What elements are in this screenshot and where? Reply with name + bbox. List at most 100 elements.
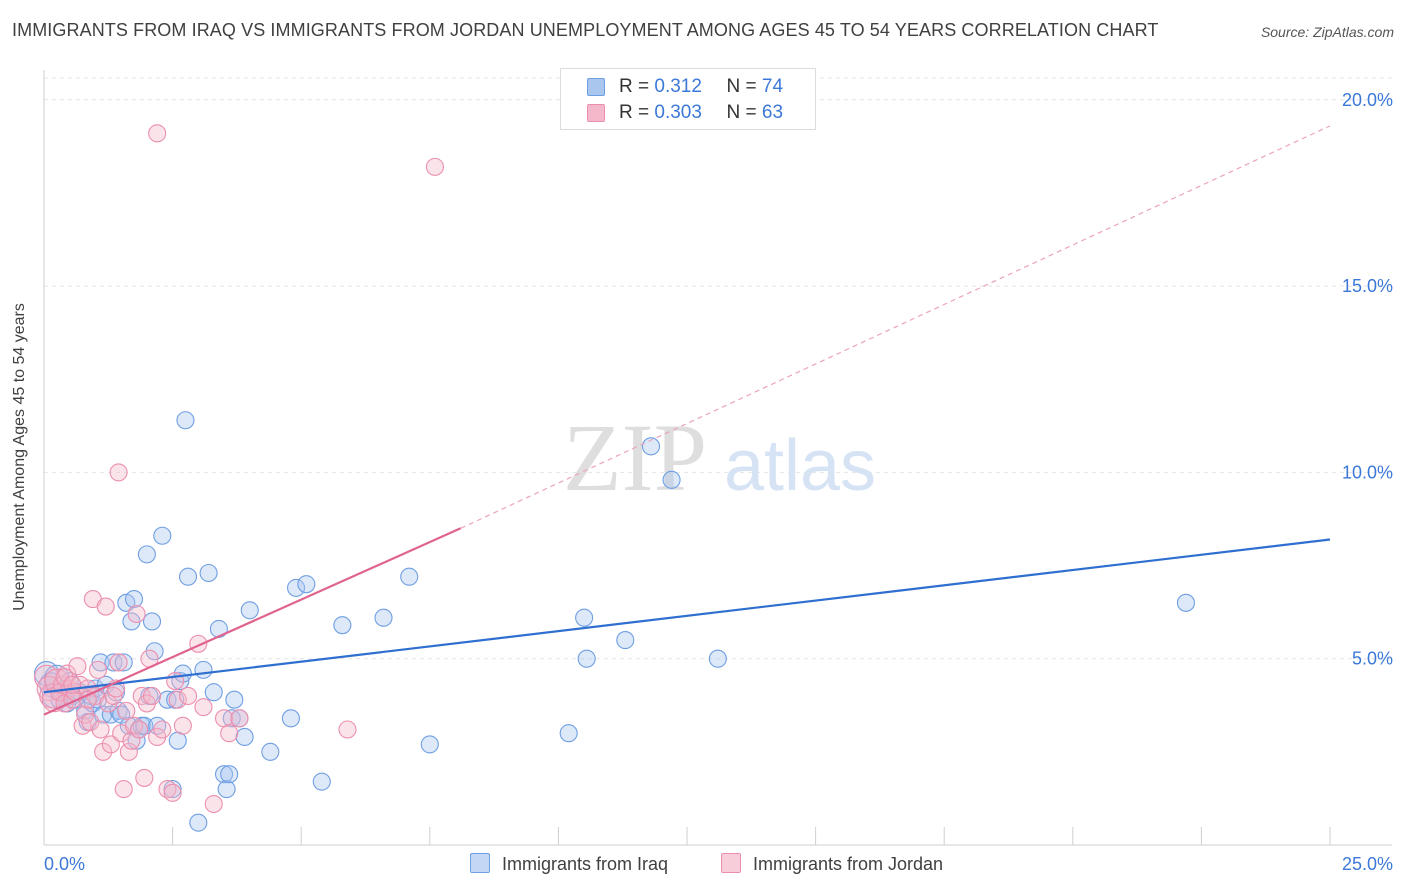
jordan-point-17[interactable] xyxy=(81,712,100,732)
jordan-point-28[interactable] xyxy=(109,653,128,672)
iraq-point-50[interactable] xyxy=(194,660,213,679)
iraq-point-54[interactable] xyxy=(214,765,234,784)
jordan-point-52[interactable] xyxy=(204,794,223,814)
jordan-trend-line xyxy=(43,527,462,716)
stats-legend: R = 0.312 N = 74 R = 0.303 N = 63 xyxy=(560,68,816,130)
iraq-point-76[interactable] xyxy=(662,470,681,489)
jordan-trend-extension xyxy=(460,125,1331,529)
iraq-point-75[interactable] xyxy=(641,437,661,456)
jordan-point-59[interactable] xyxy=(425,157,444,176)
jordan-point-48[interactable] xyxy=(173,716,192,735)
jordan-point-45[interactable] xyxy=(163,783,182,802)
jordan-point-22[interactable] xyxy=(94,742,113,761)
iraq-point-78[interactable] xyxy=(1176,593,1196,612)
iraq-point-70[interactable] xyxy=(420,735,439,754)
iraq-point-74[interactable] xyxy=(616,631,635,650)
y-tick-label-2: 15.0% xyxy=(1342,276,1393,296)
iraq-point-22[interactable] xyxy=(104,653,123,672)
iraq-point-18[interactable] xyxy=(91,653,110,672)
jordan-point-55[interactable] xyxy=(230,709,249,728)
iraq-point-72[interactable] xyxy=(575,608,594,627)
jordan-point-57[interactable] xyxy=(109,463,128,482)
trend-lines xyxy=(43,125,1331,716)
legend-iraq-swatch xyxy=(470,853,490,873)
jordan-point-20[interactable] xyxy=(88,660,108,679)
iraq-swatch xyxy=(587,78,605,96)
iraq-point-37[interactable] xyxy=(142,612,162,631)
iraq-point-69[interactable] xyxy=(400,567,419,586)
iraq-r-value: 0.312 xyxy=(654,76,702,97)
iraq-point-46[interactable] xyxy=(173,664,192,683)
jordan-point-61[interactable] xyxy=(63,675,82,694)
iraq-r-label: R = xyxy=(619,76,650,97)
jordan-point-36[interactable] xyxy=(130,720,149,739)
iraq-point-26[interactable] xyxy=(114,653,133,672)
jordan-point-32[interactable] xyxy=(119,742,138,761)
jordan-points xyxy=(34,124,444,814)
jordan-point-60[interactable] xyxy=(55,668,74,687)
iraq-point-56[interactable] xyxy=(220,765,239,784)
y-tick-label-0: 5.0% xyxy=(1352,649,1393,669)
iraq-point-51[interactable] xyxy=(199,563,218,583)
jordan-point-43[interactable] xyxy=(153,720,172,739)
jordan-point-54[interactable] xyxy=(220,724,239,743)
iraq-point-71[interactable] xyxy=(559,724,578,743)
iraq-point-28[interactable] xyxy=(119,716,138,735)
iraq-point-62[interactable] xyxy=(261,742,280,761)
iraq-point-68[interactable] xyxy=(374,608,393,627)
iraq-point-55[interactable] xyxy=(217,780,236,799)
jordan-swatch xyxy=(587,104,605,122)
jordan-point-49[interactable] xyxy=(178,686,198,706)
iraq-point-35[interactable] xyxy=(137,545,156,564)
jordan-point-21[interactable] xyxy=(91,720,110,739)
iraq-n-value: 74 xyxy=(761,76,784,97)
jordan-n-label: N = xyxy=(726,102,757,123)
iraq-point-52[interactable] xyxy=(204,683,223,702)
iraq-point-65[interactable] xyxy=(297,575,316,594)
jordan-point-12[interactable] xyxy=(68,657,87,676)
jordan-r-label: R = xyxy=(619,102,650,123)
iraq-point-67[interactable] xyxy=(333,616,352,635)
grid-lines xyxy=(44,77,1392,660)
series-legend: Immigrants from Iraq Immigrants from Jor… xyxy=(0,852,1406,878)
jordan-point-26[interactable] xyxy=(104,686,123,706)
iraq-point-61[interactable] xyxy=(240,601,259,620)
jordan-point-23[interactable] xyxy=(96,597,115,616)
iraq-point-66[interactable] xyxy=(312,772,331,791)
y-tick-label-3: 20.0% xyxy=(1342,90,1393,110)
watermark-zip: ZIP xyxy=(563,404,707,511)
tick-labels: 5.0% 10.0% 15.0% 20.0% 0.0% 25.0% xyxy=(44,90,1393,874)
iraq-point-40[interactable] xyxy=(153,526,172,545)
jordan-point-58[interactable] xyxy=(148,124,167,143)
iraq-point-77[interactable] xyxy=(708,649,727,668)
iraq-point-58[interactable] xyxy=(225,690,244,709)
iraq-point-48[interactable] xyxy=(178,567,198,586)
iraq-trend-line xyxy=(43,538,1331,694)
iraq-point-73[interactable] xyxy=(577,649,596,668)
jordan-point-56[interactable] xyxy=(338,720,357,739)
jordan-point-30[interactable] xyxy=(114,780,133,799)
watermark: ZIP atlas xyxy=(563,404,876,511)
stats-text-jordan: R = 0.303 N = 63 xyxy=(619,101,783,125)
iraq-point-41[interactable] xyxy=(158,690,177,709)
jordan-point-38[interactable] xyxy=(135,768,154,787)
jordan-point-35[interactable] xyxy=(127,604,146,624)
iraq-point-63[interactable] xyxy=(281,709,300,728)
jordan-point-41[interactable] xyxy=(142,686,162,706)
x-tick-label-min: 0.0% xyxy=(44,854,85,874)
jordan-point-51[interactable] xyxy=(194,698,213,717)
jordan-point-25[interactable] xyxy=(101,735,120,754)
iraq-point-60[interactable] xyxy=(235,727,254,746)
iraq-point-57[interactable] xyxy=(222,709,241,728)
iraq-points xyxy=(34,411,1196,832)
iraq-point-47[interactable] xyxy=(176,411,195,430)
iraq-point-64[interactable] xyxy=(287,578,306,597)
jordan-n-value: 63 xyxy=(761,102,784,123)
iraq-point-30[interactable] xyxy=(124,590,144,609)
chart-title: IMMIGRANTS FROM IRAQ VS IMMIGRANTS FROM … xyxy=(12,20,1159,40)
jordan-point-62[interactable] xyxy=(78,690,97,709)
jordan-point-47[interactable] xyxy=(168,690,187,709)
iraq-point-49[interactable] xyxy=(189,813,208,832)
jordan-point-31[interactable] xyxy=(117,701,136,720)
